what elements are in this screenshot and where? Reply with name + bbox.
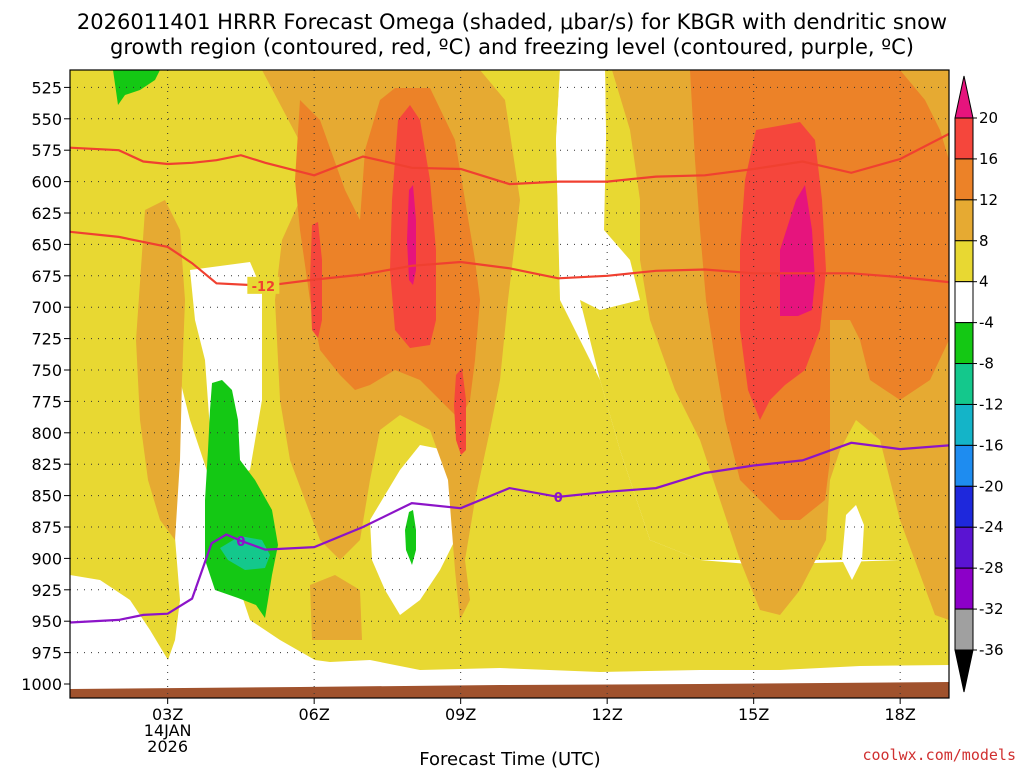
y-tick-label: 600 [31, 173, 62, 192]
plot-frame [69, 69, 950, 699]
y-tick-label: 825 [31, 455, 62, 474]
colorbar-tick-label: 4 [979, 273, 989, 291]
omega-band-neg-8 [220, 536, 270, 570]
y-tick-label: 925 [31, 581, 62, 600]
x-tick-label: 09Z [445, 705, 476, 724]
x-tick-label: 12Z [592, 705, 623, 724]
omega-band-8-12 [310, 575, 362, 640]
colorbar-swatch [954, 567, 974, 610]
y-tick-label: 900 [31, 549, 62, 568]
chart-title-line1: 2026011401 HRRR Forecast Omega (shaded, … [77, 10, 947, 34]
colorbar-swatch [954, 117, 974, 160]
y-tick-label: 650 [31, 235, 62, 254]
omega-gap-white [842, 505, 864, 580]
y-tick-label: 1000 [21, 675, 62, 694]
dgz-contour-line [70, 230, 949, 287]
x-tick-label: 15Z [738, 705, 769, 724]
dgz-contour-line [70, 132, 949, 186]
y-tick-label: 575 [31, 141, 62, 160]
chart-title-line2: growth region (contoured, red, ºC) and f… [110, 35, 914, 59]
colorbar-swatch [954, 485, 974, 528]
colorbar-swatch [954, 158, 974, 201]
y-tick-label: 875 [31, 518, 62, 537]
colorbar-tick-label: -20 [979, 477, 1004, 495]
colorbar-tick-label: 16 [979, 150, 998, 168]
colorbar-tick-label: -12 [979, 395, 1004, 413]
dgz-label-bg [247, 276, 280, 294]
y-tick-label: 750 [31, 361, 62, 380]
ground-surface [70, 682, 949, 698]
x-date-label-line1: 14JAN [144, 721, 192, 740]
colorbar-tick-label: -36 [979, 641, 1004, 659]
y-tick-label: 950 [31, 612, 62, 631]
y-tick-label: 675 [31, 267, 62, 286]
colorbar-swatch [954, 363, 974, 405]
freezing-level-label: 0 [554, 491, 563, 506]
colorbar-swatch [954, 403, 974, 446]
colorbar-swatch [954, 240, 974, 283]
omega-band-16-20 [454, 368, 466, 455]
omega-shading [70, 70, 949, 698]
colorbar-swatch [954, 281, 974, 324]
x-tick-label: 06Z [299, 705, 330, 724]
x-date-label-line2: 2026 [147, 737, 188, 756]
omega-band-12-16 [295, 88, 480, 420]
y-axis: 525 550 575 600 625 650 675 700 725 750 775 800 825 8… [21, 78, 70, 694]
y-tick-label: 550 [31, 110, 62, 129]
dgz-contour-label: -12 [252, 280, 276, 295]
colorbar-top-arrow [954, 75, 974, 119]
freezing-level-line [70, 441, 949, 624]
colorbar-bottom-arrow [954, 649, 974, 693]
y-tick-label: 975 [31, 644, 62, 663]
colorbar-swatch [954, 199, 974, 242]
colorbar-swatch [954, 322, 974, 365]
plot-area: -12 0 0 [70, 70, 949, 698]
omega-band-gt-20 [407, 185, 416, 285]
x-tick-label: 03Z [152, 705, 183, 724]
omega-band-gt-20 [780, 185, 815, 316]
omega-gap-white [190, 262, 262, 480]
credit-text: coolwx.com/models [862, 746, 1016, 764]
contours: -12 0 0 [70, 132, 949, 624]
colorbar-tick-label: -32 [979, 600, 1004, 618]
x-axis-title: Forecast Time (UTC) [419, 749, 600, 768]
y-tick-label: 800 [31, 424, 62, 443]
omega-band-4-8 [70, 70, 949, 672]
colorbar-tick-label: 20 [979, 109, 998, 127]
colorbar-tick-label: -16 [979, 436, 1004, 454]
freezing-level-label: 0 [236, 535, 245, 550]
omega-gap-white [556, 70, 640, 310]
colorbar-swatch [954, 526, 974, 569]
colorbar-tick-label: 8 [979, 232, 989, 250]
omega-band-neg-4 [113, 70, 160, 105]
y-tick-label: 525 [31, 78, 62, 97]
colorbar-tick-label: -8 [979, 355, 994, 373]
colorbar-tick-label: -28 [979, 559, 1004, 577]
x-tick-label: 18Z [885, 705, 916, 724]
colorbar-tick-label: -4 [979, 314, 994, 332]
colorbar-tick-label: 12 [979, 191, 998, 209]
colorbar: 20 16 12 8 4 -4 -8 -12 -16 -20 -24 -28 -32 -36 [954, 75, 1004, 693]
colorbar-swatch [954, 444, 974, 487]
y-tick-label: 775 [31, 392, 62, 411]
omega-band-8-12 [136, 200, 185, 540]
y-tick-label: 625 [31, 204, 62, 223]
colorbar-swatch [954, 608, 974, 651]
y-tick-label: 700 [31, 298, 62, 317]
omega-band-neg-4 [405, 510, 416, 565]
y-tick-label: 850 [31, 487, 62, 506]
y-tick-label: 725 [31, 330, 62, 349]
colorbar-tick-label: -24 [979, 518, 1004, 536]
x-axis: 03Z 06Z 09Z 12Z 15Z 18Z [152, 698, 916, 724]
